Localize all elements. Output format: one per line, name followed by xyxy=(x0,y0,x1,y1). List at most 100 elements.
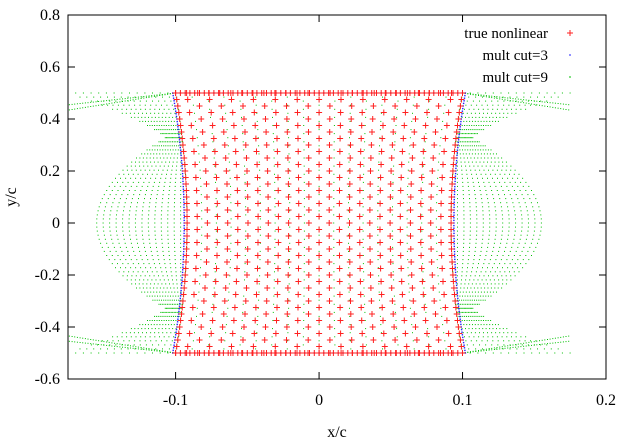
data-point xyxy=(163,279,165,281)
data-point xyxy=(515,98,517,100)
data-point xyxy=(443,317,450,324)
data-point xyxy=(119,185,121,187)
data-point xyxy=(101,198,103,200)
data-point xyxy=(467,287,468,289)
data-point xyxy=(121,250,123,252)
data-point xyxy=(461,303,463,305)
data-point xyxy=(156,194,158,196)
data-point xyxy=(161,271,163,273)
data-point xyxy=(183,250,185,253)
data-point xyxy=(368,298,375,304)
data-point xyxy=(107,348,108,350)
data-point xyxy=(180,275,182,277)
data-point xyxy=(151,255,153,256)
data-point xyxy=(477,291,479,293)
data-point xyxy=(487,202,489,204)
data-point xyxy=(482,206,484,208)
data-point xyxy=(155,340,157,342)
data-point xyxy=(155,267,157,269)
data-point xyxy=(469,210,471,212)
data-point xyxy=(409,285,416,291)
data-point xyxy=(139,165,141,167)
data-point xyxy=(333,214,335,216)
data-point xyxy=(184,96,191,103)
data-point xyxy=(447,96,454,103)
data-point xyxy=(180,230,182,232)
data-point xyxy=(494,283,496,285)
data-point xyxy=(224,194,231,200)
data-point xyxy=(533,103,535,105)
data-point xyxy=(458,129,460,131)
data-point xyxy=(305,259,312,265)
data-point xyxy=(394,311,396,313)
data-point xyxy=(98,104,100,106)
data-point xyxy=(86,348,88,350)
data-point xyxy=(552,342,554,344)
data-point xyxy=(562,103,564,105)
data-point xyxy=(245,246,246,248)
data-point xyxy=(303,133,305,135)
data-point xyxy=(181,278,188,285)
data-point xyxy=(379,304,386,311)
data-point xyxy=(253,291,260,298)
data-point xyxy=(469,222,471,224)
data-point xyxy=(106,202,108,204)
data-point xyxy=(154,125,156,126)
data-point xyxy=(550,348,552,350)
data-point xyxy=(232,148,239,155)
data-point xyxy=(68,109,70,111)
data-point xyxy=(475,133,477,135)
data-point xyxy=(550,96,552,98)
data-point xyxy=(169,351,171,353)
data-point xyxy=(167,137,169,139)
data-point xyxy=(528,222,529,224)
data-point xyxy=(481,315,483,317)
data-point xyxy=(499,346,501,348)
data-point xyxy=(491,347,493,349)
data-point xyxy=(109,230,111,232)
data-point xyxy=(492,250,494,252)
data-point xyxy=(113,96,115,98)
data-point xyxy=(417,213,424,220)
data-point xyxy=(142,332,143,334)
data-point xyxy=(116,101,118,103)
data-point xyxy=(161,351,163,352)
data-point xyxy=(173,206,175,208)
data-point xyxy=(305,233,312,239)
data-point xyxy=(180,303,182,305)
data-point xyxy=(109,250,111,252)
data-point xyxy=(168,116,170,118)
data-point xyxy=(119,101,121,103)
data-point xyxy=(295,148,302,155)
data-point xyxy=(254,278,261,285)
data-point xyxy=(180,271,182,273)
data-point xyxy=(127,344,129,346)
data-point xyxy=(480,299,482,301)
data-point xyxy=(480,157,482,159)
data-point xyxy=(175,267,177,269)
data-point xyxy=(180,214,182,216)
data-point xyxy=(432,311,439,317)
data-point xyxy=(428,336,430,338)
data-point xyxy=(438,283,440,285)
data-point xyxy=(162,332,164,334)
data-point xyxy=(466,271,468,273)
data-point xyxy=(326,337,333,343)
data-point xyxy=(154,214,156,216)
data-point xyxy=(457,222,458,224)
data-point xyxy=(350,96,352,98)
data-point xyxy=(148,116,149,118)
data-point xyxy=(157,315,159,317)
data-point xyxy=(264,155,271,161)
data-point xyxy=(517,198,519,200)
data-point xyxy=(180,198,182,200)
data-point xyxy=(168,125,170,126)
data-point xyxy=(456,303,458,305)
data-point xyxy=(167,210,169,212)
data-point xyxy=(346,272,353,278)
data-point xyxy=(356,226,363,233)
data-point xyxy=(517,98,519,100)
data-point xyxy=(222,155,229,161)
data-point xyxy=(212,303,214,305)
data-point xyxy=(165,116,167,118)
